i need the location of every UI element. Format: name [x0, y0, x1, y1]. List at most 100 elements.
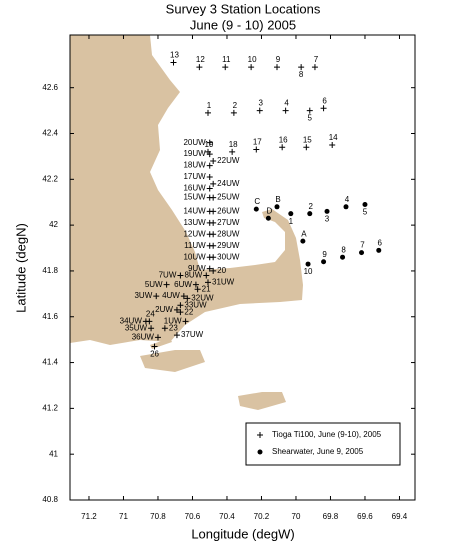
station-dot	[274, 204, 280, 210]
station-plus	[253, 146, 260, 153]
station-label: 21	[202, 284, 211, 293]
station-plus	[206, 139, 213, 146]
station-plus	[210, 157, 217, 164]
station-plus	[210, 194, 217, 201]
station-dot	[343, 204, 349, 210]
station-plus	[192, 281, 199, 288]
y-tick-label: 42.6	[42, 83, 58, 92]
station-label: 11UW	[184, 241, 206, 250]
station-plus	[210, 208, 217, 215]
station-dot	[253, 206, 259, 212]
station-dot	[307, 211, 313, 217]
station-plus	[180, 293, 187, 300]
land	[70, 35, 303, 410]
station-dot	[376, 247, 382, 253]
station-label: 14UW	[183, 206, 206, 215]
station-dot	[305, 261, 311, 267]
station-plus	[210, 180, 217, 187]
station-plus	[153, 293, 160, 300]
station-label: 4UW	[162, 291, 180, 300]
station-plus	[205, 109, 211, 116]
station-plus	[210, 254, 217, 261]
station-label: 5	[363, 208, 368, 217]
station-plus	[282, 107, 289, 114]
station-label: 1	[289, 217, 294, 226]
station-plus	[206, 174, 213, 181]
y-tick-label: 41.4	[42, 358, 58, 367]
station-plus	[229, 148, 236, 155]
station-plus	[206, 151, 213, 158]
station-label: 18	[229, 140, 238, 149]
station-plus	[196, 64, 203, 71]
legend-label: Tioga Ti100, June (9-10), 2005	[272, 430, 382, 439]
station-label: 2	[233, 101, 238, 110]
station-label: 12	[196, 55, 205, 64]
station-label: 15UW	[183, 193, 206, 202]
station-label: 1UW	[164, 316, 182, 325]
legend-box	[245, 422, 401, 466]
station-label: 6UW	[174, 280, 192, 289]
station-label: 14	[329, 133, 338, 142]
station-label: 7	[360, 241, 365, 250]
station-plus	[248, 64, 255, 71]
station-label: C	[254, 197, 260, 206]
station-label: 23	[169, 323, 178, 332]
station-label: 9	[276, 55, 281, 64]
station-plus	[177, 302, 184, 309]
station-label: 9UW	[188, 264, 206, 273]
station-label: 10	[248, 55, 257, 64]
station-plus	[320, 105, 327, 112]
station-plus	[170, 59, 177, 66]
station-label: 31UW	[212, 277, 235, 286]
station-plus	[256, 107, 263, 114]
station-plus	[230, 109, 237, 116]
y-tick-label: 41	[49, 449, 58, 458]
station-label: 16	[279, 135, 288, 144]
station-label: 30UW	[217, 252, 240, 261]
station-plus	[177, 309, 184, 316]
station-plus	[173, 306, 180, 313]
station-label: 19UW	[183, 149, 206, 158]
x-tick-label: 71	[119, 512, 128, 521]
station-plus	[298, 64, 305, 71]
station-plus	[161, 325, 168, 332]
station-label: 22UW	[217, 156, 240, 165]
station-plus	[154, 334, 161, 341]
station-plus	[173, 332, 180, 339]
station-dot	[265, 215, 271, 221]
station-label: 12UW	[183, 229, 206, 238]
station-plus	[274, 64, 280, 71]
station-label: 34UW	[120, 316, 143, 325]
legend-marker	[257, 432, 263, 438]
station-label: 5	[308, 114, 313, 123]
station-plus	[303, 144, 310, 151]
station-dot	[288, 211, 294, 217]
station-plus	[222, 64, 229, 71]
station-plus	[184, 295, 191, 302]
station-label: 17UW	[183, 172, 206, 181]
station-label: 2	[309, 202, 314, 211]
legend-marker	[257, 449, 263, 455]
station-label: 7	[314, 55, 319, 64]
station-label: 1	[207, 101, 212, 110]
x-tick-label: 69.8	[323, 512, 339, 521]
y-tick-label: 41.2	[42, 403, 58, 412]
station-plus	[205, 279, 211, 286]
station-plus	[182, 318, 189, 325]
x-tick-label: 69.4	[392, 512, 408, 521]
y-tick-label: 42.4	[42, 129, 58, 138]
station-label: 6	[322, 96, 327, 105]
station-label: 29UW	[217, 241, 240, 250]
station-label: 2UW	[155, 305, 173, 314]
station-label: 24UW	[217, 179, 240, 188]
y-tick-label: 41.6	[42, 312, 58, 321]
station-dot	[359, 250, 365, 256]
station-label: 8UW	[184, 271, 202, 280]
station-label: 16UW	[183, 184, 206, 193]
station-label: 4	[284, 99, 289, 108]
station-dot	[324, 208, 330, 214]
station-label: 24	[146, 309, 155, 318]
station-label: 26	[150, 350, 159, 359]
station-plus	[177, 272, 184, 279]
